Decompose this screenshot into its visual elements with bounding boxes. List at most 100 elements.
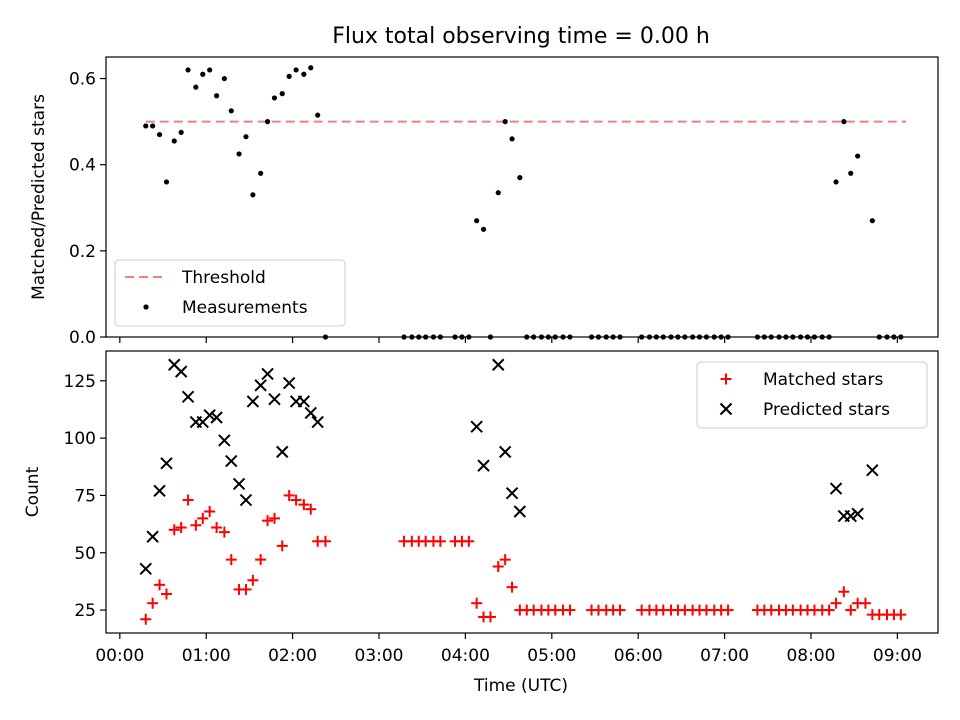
measurement-point (308, 65, 314, 71)
matched-point (463, 535, 475, 547)
bottom-xtick-label: 05:00 (527, 646, 576, 666)
predicted-point (866, 464, 879, 477)
legend-matched-label: Matched stars (763, 370, 883, 390)
matched-point (204, 505, 216, 517)
matched-point (290, 494, 302, 506)
top-axis-ticks: 0.0 0.2 0.4 0.6 (69, 70, 898, 348)
legend-measurement-label: Measurements (182, 298, 308, 318)
predicted-point (851, 507, 864, 520)
measurement-point (258, 170, 264, 176)
bottom-xtick-label: 08:00 (786, 646, 835, 666)
measurement-point (502, 119, 508, 125)
measurement-point (200, 71, 206, 77)
matched-point (838, 586, 850, 598)
measurement-point (833, 179, 839, 185)
measurement-point (236, 151, 242, 157)
bottom-axes-frame (105, 350, 939, 634)
matched-point (190, 519, 202, 531)
bottom-axis-ticks: 25 50 75 100 125 00:00 01:00 02:00 03:00 04:00 05:… (64, 372, 922, 666)
count-points (139, 358, 907, 625)
measurement-point (286, 73, 292, 79)
bottom-ytick-label: 50 (74, 544, 96, 564)
matched-point (197, 512, 209, 524)
predicted-point (498, 445, 512, 459)
matched-point (160, 588, 172, 600)
predicted-point (477, 459, 490, 472)
predicted-point (261, 367, 274, 381)
matched-point (319, 535, 331, 547)
top-ytick-label: 0.4 (69, 156, 96, 176)
matched-point (859, 597, 871, 609)
matched-point (845, 604, 857, 616)
bottom-xtick-label: 09:00 (873, 646, 922, 666)
measurement-point (474, 218, 480, 224)
measurement-point (213, 93, 220, 99)
matched-point (298, 499, 310, 511)
matched-point (722, 604, 734, 616)
matched-point (614, 604, 626, 616)
bottom-ytick-label: 125 (64, 372, 96, 392)
matched-point (211, 522, 223, 534)
predicted-point (297, 395, 311, 408)
predicted-point (225, 454, 238, 468)
top-legend-box (114, 259, 346, 327)
matched-point (218, 526, 230, 538)
measurement-point (143, 123, 149, 129)
measurement-point (517, 175, 523, 181)
matched-point (147, 597, 159, 609)
measurement-point (156, 131, 163, 138)
bottom-xlabel: Time (UTC) (473, 676, 568, 696)
predicted-point (218, 434, 231, 447)
predicted-point (276, 445, 289, 459)
measurement-point (163, 179, 170, 185)
measurement-point (301, 71, 307, 77)
measurement-point (193, 84, 199, 90)
matched-point (268, 512, 280, 524)
bottom-legend: Matched stars Predicted stars (696, 361, 928, 429)
bottom-xtick-label: 00:00 (95, 646, 144, 666)
measurement-point (207, 67, 213, 73)
predicted-point (139, 562, 152, 576)
legend-predicted-swatch (719, 402, 733, 416)
matched-point (492, 561, 504, 573)
predicted-point (232, 477, 246, 491)
bottom-ytick-label: 25 (74, 601, 96, 621)
legend-matched-marker (720, 373, 732, 385)
measurement-point (243, 134, 249, 140)
bottom-xtick-label: 04:00 (441, 646, 490, 666)
measurement-point (848, 170, 854, 176)
bottom-panel: 25 50 75 100 125 00:00 01:00 02:00 03:00 04:00 05:… (23, 350, 939, 696)
predicted-point (268, 392, 281, 406)
top-ytick-label: 0.0 (69, 328, 96, 348)
measurement-point (150, 123, 156, 129)
measurement-point (293, 67, 299, 73)
matched-point (895, 609, 907, 621)
matched-point (225, 554, 237, 566)
measurement-point (271, 95, 278, 101)
chart-title: Flux total observing time = 0.00 h (332, 24, 710, 49)
legend-predicted-marker (719, 402, 733, 416)
predicted-point (246, 395, 260, 408)
legend-measurement-swatch (143, 304, 149, 310)
matched-point (499, 554, 511, 566)
top-axes-frame (105, 56, 939, 338)
bottom-ytick-label: 75 (74, 486, 96, 506)
measurement-point (869, 218, 875, 224)
measurement-point (495, 190, 501, 196)
matched-point (140, 613, 152, 625)
bottom-xtick-label: 03:00 (355, 646, 404, 666)
matched-point (240, 583, 252, 595)
matched-point (305, 503, 317, 515)
bottom-xtick-label: 02:00 (268, 646, 317, 666)
measurement-point (855, 153, 861, 159)
predicted-point (146, 530, 159, 543)
matched-point (823, 604, 835, 616)
bottom-xtick-label: 06:00 (614, 646, 663, 666)
top-panel: 0.0 0.2 0.4 0.6 Matched/Predicted stars Thr… (29, 56, 939, 348)
bottom-ytick-label: 100 (64, 429, 96, 449)
predicted-point (174, 365, 188, 378)
bottom-xtick-label: 07:00 (700, 646, 749, 666)
predicted-point (829, 482, 843, 495)
matched-point (830, 597, 842, 609)
matched-point (434, 535, 446, 547)
